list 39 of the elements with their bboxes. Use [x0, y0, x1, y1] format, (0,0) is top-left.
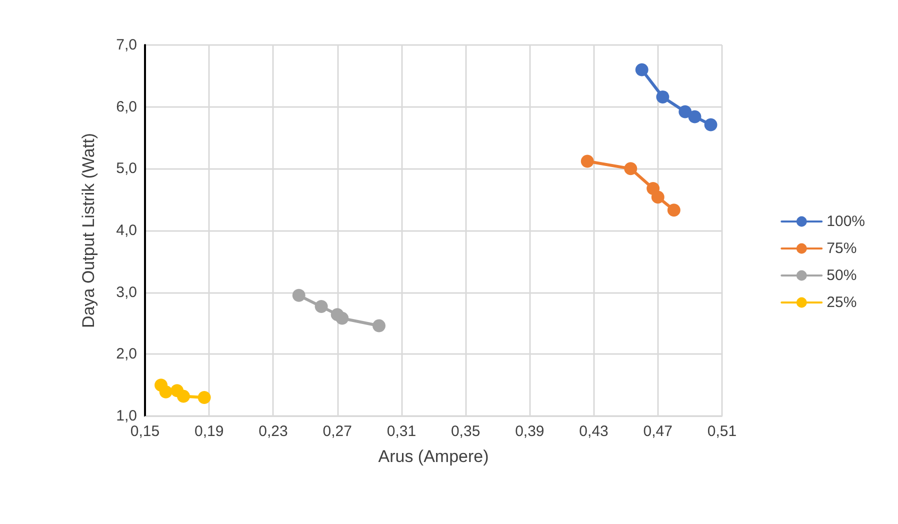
legend-label: 50% — [826, 267, 857, 284]
y-tick-label: 5,0 — [116, 160, 137, 178]
point — [314, 300, 328, 314]
x-tick-label: 0,15 — [130, 423, 160, 440]
point — [292, 288, 306, 302]
point — [704, 118, 718, 132]
point — [667, 204, 680, 217]
x-tick-label: 0,31 — [386, 423, 416, 440]
y-tick-label: 7,0 — [116, 36, 137, 54]
legend-label: 25% — [826, 294, 857, 311]
y-axis-title: Daya Output Listrik (Watt) — [79, 133, 98, 328]
x-tick-label: 0,19 — [194, 423, 224, 440]
point — [635, 63, 648, 76]
point — [651, 190, 664, 204]
x-tick-label: 0,47 — [643, 423, 672, 440]
y-tick-label: 6,0 — [116, 98, 137, 116]
x-tick-label: 0,27 — [322, 423, 352, 440]
point — [159, 385, 172, 398]
point — [678, 105, 692, 118]
x-tick-label: 0,35 — [450, 423, 480, 440]
point — [336, 312, 349, 325]
x-axis-title: Arus (Ampere) — [378, 447, 489, 466]
x-tick-label: 0,43 — [579, 423, 608, 440]
legend-label: 100% — [826, 213, 866, 230]
y-tick-label: 3,0 — [116, 284, 137, 301]
x-tick-label: 0,23 — [258, 423, 288, 440]
point — [624, 162, 638, 176]
y-tick-label: 2,0 — [116, 346, 137, 363]
point — [372, 319, 386, 332]
point — [656, 90, 670, 104]
y-tick-label: 1,0 — [116, 408, 137, 424]
x-tick-label: 0,51 — [707, 423, 737, 440]
point — [580, 154, 594, 168]
point — [198, 390, 211, 404]
y-tick-label: 4,0 — [116, 222, 137, 239]
point — [176, 390, 190, 403]
x-tick-label: 0,39 — [515, 423, 544, 440]
legend-label: 75% — [826, 240, 857, 257]
point — [688, 110, 702, 124]
